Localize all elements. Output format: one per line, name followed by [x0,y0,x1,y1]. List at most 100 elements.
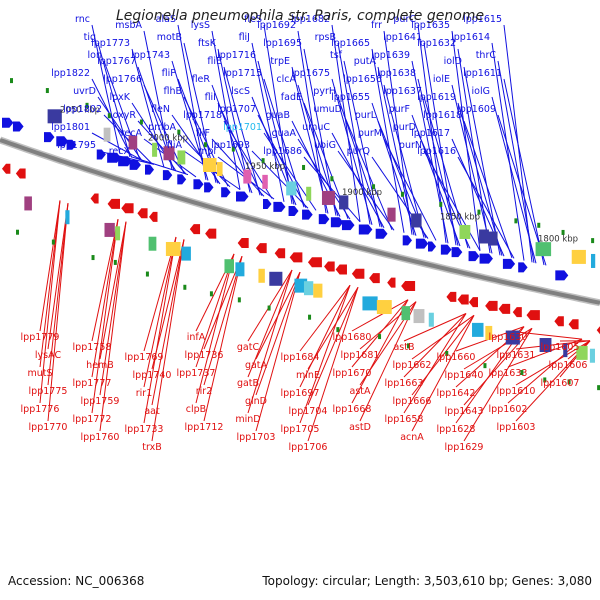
reverse-gene-label: mutS [27,368,52,379]
forward-gene-label: lpp1619 [417,92,456,103]
reverse-gene-label: lpp1775 [29,386,68,397]
reverse-gene-label: lpp1680 [333,332,372,343]
forward-gene-label: lpxK [109,92,130,103]
forward-gene-arrow [204,182,214,193]
forward-gene-label: lpp1611 [463,68,502,79]
reverse-gene-label: minD [235,414,260,425]
reverse-category-block [472,322,484,337]
forward-connector [131,156,189,176]
forward-gene-label: purN [399,140,422,151]
forward-gene-label: iolG [472,86,490,97]
forward-connector [217,48,251,193]
reverse-gene-label: lysAC [35,350,62,361]
forward-gene-label: iolE [433,74,450,85]
forward-category-block [152,142,158,157]
forward-gene-arrow [273,201,286,212]
forward-connector [463,120,513,259]
reverse-category-block [115,226,121,241]
forward-gene-label: lpp1692 [257,20,296,31]
reverse-gene-label: lpp1777 [73,378,112,389]
forward-gene-arrow [415,238,429,249]
reverse-gene-label: lpp1605 [541,342,580,353]
reverse-gene-label: lpp1740 [133,370,172,381]
reverse-gene-label: lpp1607 [541,378,580,389]
reverse-connector [299,285,351,388]
forward-gene-arrow [358,224,373,235]
reverse-gene-arrow [446,291,457,302]
reverse-gene-label: lpp1663 [385,378,424,389]
forward-gene-label: guaB [266,110,290,121]
forward-connector [171,60,209,181]
reverse-category-block [235,262,245,277]
forward-connector [491,42,525,261]
forward-gene-label: lpp1695 [263,38,302,49]
forward-gene-arrow [555,270,569,281]
reverse-connector [507,330,583,340]
forward-gene-label: motB [157,32,182,43]
reverse-gene-label: lpp1737 [177,368,216,379]
forward-connector [91,24,121,154]
reverse-connector [351,299,409,368]
forward-category-block [387,207,396,222]
reverse-gene-label: astB [393,342,414,353]
reverse-category-block [362,296,378,311]
forward-connector [171,114,221,185]
reverse-gene-label: lpp1628 [437,424,476,435]
reverse-category-block [65,210,70,225]
reverse-connector [411,315,475,432]
reverse-gene-label: lpp1705 [281,424,320,435]
kbp-tick-label: 1950 kbp [245,162,285,172]
reverse-gene-label: gatB [237,378,259,389]
kbp-tick-label: 2000 kbp [148,134,188,144]
rna-marker [597,385,600,391]
forward-gene-label: umuC [302,122,330,133]
forward-connector [377,66,415,236]
forward-connector [223,66,261,196]
forward-gene-label: recX [109,146,131,157]
forward-connector [503,78,545,266]
reverse-connector [359,301,417,422]
forward-gene-label: lpp1701 [223,122,262,133]
forward-connector [457,102,503,256]
forward-gene-label: ftsK [198,38,217,49]
reverse-category-block [413,309,425,324]
forward-gene-label: tsf [330,50,343,61]
forward-category-block [262,174,268,189]
forward-gene-arrow [375,228,388,239]
forward-gene-arrow [402,235,413,246]
reverse-gene-label: minE [296,370,320,381]
forward-gene-arrow [235,191,249,202]
forward-gene-label: lpp1795 [57,140,96,151]
reverse-gene-arrow [401,281,416,292]
reverse-connector [47,203,69,386]
forward-connector [257,60,295,205]
forward-connector [211,138,265,197]
reverse-gene-label: lpp1772 [73,414,112,425]
forward-connector [423,96,469,249]
reverse-gene-arrow [274,248,286,259]
forward-gene-label: iolD [444,56,462,67]
reverse-connector [39,200,61,404]
reverse-gene-arrow [498,303,511,314]
forward-gene-label: lpp1715 [223,68,262,79]
forward-gene-arrow [193,179,204,190]
forward-gene-label: clcA [276,74,296,85]
reverse-gene-arrow [255,243,267,254]
forward-connector [297,30,327,214]
reverse-connector [247,269,293,414]
rna-marker [308,314,312,320]
forward-gene-arrow [162,170,173,181]
rna-marker [477,209,481,215]
forward-gene-arrow [502,258,516,269]
forward-gene-label: purL [355,110,377,121]
forward-gene-label: rnc [75,14,90,25]
reverse-connector [463,328,533,442]
forward-gene-arrow [518,262,528,273]
forward-gene-label: lpp1632 [417,38,456,49]
reverse-connector [203,256,243,422]
forward-category-block [535,242,552,257]
forward-category-block [306,186,312,201]
forward-gene-arrow [66,139,77,150]
forward-gene-label: lpp1801 [51,122,90,133]
